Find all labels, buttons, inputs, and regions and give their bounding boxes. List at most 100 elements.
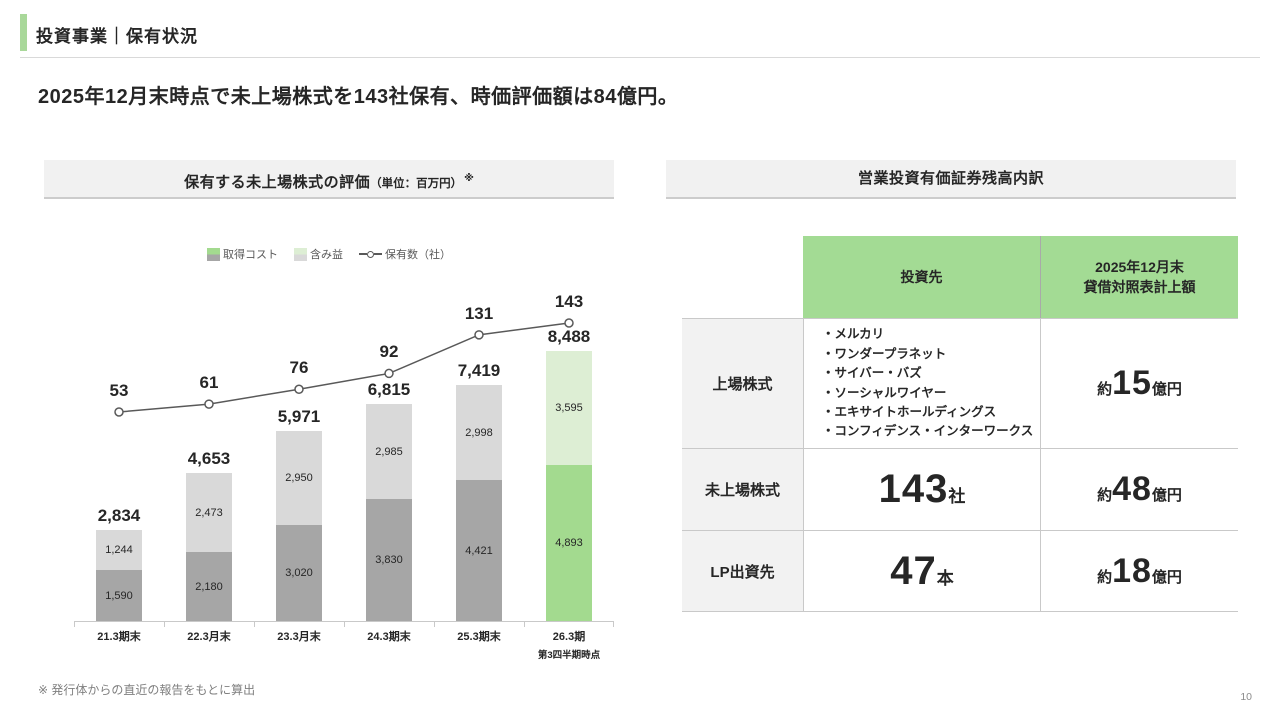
line-marker: [384, 368, 394, 379]
amount-prefix: 約: [1097, 568, 1113, 586]
legend-item-cost: 取得コスト: [207, 246, 278, 262]
x-axis-label-text: 24.3期末: [367, 631, 411, 643]
bar-total-value: 8,488: [547, 327, 591, 346]
line-count-value: 131: [464, 303, 494, 323]
count-unlisted: 143 社: [879, 467, 966, 512]
bar-cost-value: 3,020: [285, 567, 313, 579]
line-marker: [564, 318, 574, 328]
investee-item: サイバー・バズ: [822, 364, 1040, 383]
bar-gain-segment: 3,595: [546, 351, 592, 465]
cell-lp-amount: 約 18 億円: [1040, 530, 1238, 612]
page-number: 10: [1240, 691, 1252, 703]
amount-suffix: 億円: [1151, 487, 1182, 504]
x-axis-label-text: 25.3期末: [457, 631, 501, 643]
investee-item: ソーシャルワイヤー: [822, 384, 1040, 403]
row-label-unlisted: 未上場株式: [682, 448, 803, 530]
chart-title: 保有する未上場株式の評価: [184, 174, 371, 191]
axis-tick: [344, 622, 345, 627]
bar-total-value: 5,971: [277, 407, 321, 426]
cell-lp-count: 47 本: [803, 530, 1040, 612]
x-axis-label-text: 21.3期末: [97, 631, 141, 643]
chart-plot: 1,590 1,244 2,834 53 2,180 2,473 4,653 61 3,020 2…: [74, 272, 614, 627]
col-header-investees: 投資先: [803, 236, 1040, 318]
chart-legend: 取得コスト 含み益 保有数（社）: [44, 246, 614, 262]
bar-total-value: 2,834: [97, 506, 141, 525]
x-axis-label: 22.3月末: [164, 628, 254, 644]
bar-gain-segment: 2,998: [456, 385, 502, 480]
bar-total-value: 4,653: [187, 449, 231, 468]
cell-listed-investees: メルカリワンダープラネットサイバー・バズソーシャルワイヤーエキサイトホールディン…: [803, 318, 1040, 448]
amount-value: 15: [1112, 364, 1152, 402]
line-marker: [474, 330, 484, 340]
amount-unlisted: 約 48 億円: [1097, 470, 1182, 509]
bar-cost-segment: 3,020: [276, 525, 322, 621]
x-axis-label: 23.3月末: [254, 628, 344, 644]
investee-item: ワンダープラネット: [822, 345, 1040, 364]
cell-listed-amount: 約 15 億円: [1040, 318, 1238, 448]
holdings-line-chart: [114, 318, 574, 417]
amount-prefix: 約: [1097, 487, 1113, 504]
bar-cost-segment: 3,830: [366, 499, 412, 621]
line-marker: [294, 384, 304, 395]
axis-tick: [613, 622, 614, 627]
bar-gain-segment: 2,985: [366, 404, 412, 499]
header-divider: [20, 57, 1260, 58]
line-marker: [114, 407, 124, 417]
line-count-value: 61: [199, 373, 219, 393]
bar-cost-value: 3,830: [375, 554, 403, 566]
bar-cost-segment: 2,180: [186, 552, 232, 621]
investee-item: コンフィデンス・インターワークス: [822, 422, 1040, 441]
x-axis-label: 25.3期末: [434, 628, 524, 644]
row-label-listed: 上場株式: [682, 318, 803, 448]
bar-cost-segment: 1,590: [96, 570, 142, 621]
amount-listed: 約 15 億円: [1097, 364, 1182, 403]
page-title: 投資事業｜保有状況: [36, 27, 198, 46]
bar-cost-value: 2,180: [195, 580, 223, 593]
bar-total-value: 7,419: [457, 361, 501, 380]
line-count-value: 143: [554, 292, 584, 311]
headline: 2025年12月末時点で未上場株式を143社保有、時価評価額は84億円。: [38, 86, 679, 108]
bar-gain-value: 2,473: [195, 506, 223, 519]
col-header-amount-line2: 貸借対照表計上額: [1083, 279, 1196, 295]
count-unit: 本: [936, 568, 954, 588]
bar-gain-segment: 2,473: [186, 473, 232, 552]
bar-total-value: 6,815: [367, 380, 411, 399]
axis-tick: [434, 622, 435, 627]
amount-value: 18: [1112, 551, 1152, 590]
title-accent-bar: [20, 14, 27, 51]
bar-gain-value: 1,244: [105, 544, 133, 556]
x-axis-label-text: 22.3月末: [187, 631, 231, 643]
x-axis-label: 26.3期第3四半期時点: [524, 628, 614, 661]
table-corner-cell: [682, 236, 803, 318]
cost-swatch-icon: [207, 247, 220, 261]
line-marker-icon: [359, 250, 382, 258]
cell-unlisted-amount: 約 48 億円: [1040, 448, 1238, 530]
x-axis-sublabel-text: 第3四半期時点: [537, 650, 601, 661]
row-label-lp: LP出資先: [682, 530, 803, 612]
count-value: 47: [890, 548, 937, 593]
bar-cost-segment: 4,421: [456, 480, 502, 621]
table-title: 営業投資有価証券残高内訳: [857, 170, 1044, 187]
count-value: 143: [878, 467, 949, 511]
bar-cost-value: 4,421: [465, 544, 493, 557]
bar-gain-segment: 2,950: [276, 431, 322, 525]
x-axis-label-text: 26.3期: [552, 631, 586, 643]
axis-tick: [254, 622, 255, 627]
footnote: ※ 発行体からの直近の報告をもとに算出: [38, 683, 256, 697]
bar-cost-segment: 4,893: [546, 465, 592, 621]
line-marker: [204, 399, 214, 409]
legend-item-line: 保有数（社）: [359, 246, 451, 262]
line-count-value: 53: [109, 381, 129, 400]
amount-value: 48: [1112, 470, 1152, 508]
cell-unlisted-count: 143 社: [803, 448, 1040, 530]
x-axis-label: 24.3期末: [344, 628, 434, 644]
bar-gain-value: 2,950: [285, 472, 313, 484]
amount-prefix: 約: [1097, 381, 1113, 398]
bar-cost-value: 1,590: [105, 589, 133, 602]
investee-item: エキサイトホールディングス: [822, 403, 1040, 422]
bar-gain-segment: 1,244: [96, 530, 142, 570]
gain-swatch-icon: [294, 247, 307, 261]
bar-gain-value: 2,985: [375, 445, 403, 458]
investee-list: メルカリワンダープラネットサイバー・バズソーシャルワイヤーエキサイトホールディン…: [804, 325, 1040, 441]
